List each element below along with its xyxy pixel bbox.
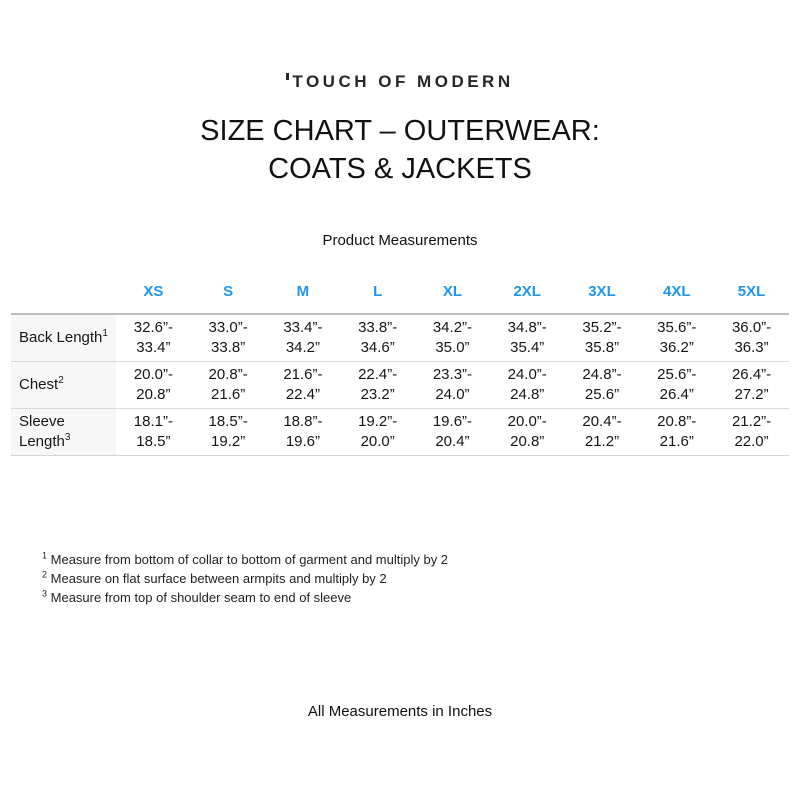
brand-logo: TOUCH OF MODERN: [0, 0, 800, 92]
footnote-superscript: 1: [42, 550, 48, 561]
measurement-cell: 20.0”- 20.8”: [116, 361, 191, 409]
footnote-2: 2 Measure on flat surface between armpit…: [42, 569, 800, 588]
size-column-header-l: L: [373, 283, 383, 300]
measurement-cell: 20.8”- 21.6”: [639, 408, 715, 456]
measurement-cell: 18.1”- 18.5”: [116, 408, 191, 456]
row-label-superscript: 3: [64, 432, 71, 443]
size-column-header-2xl: 2XL: [513, 283, 541, 300]
measurement-cell: 33.0”- 33.8”: [190, 313, 266, 362]
footnote-text: Measure on flat surface between armpits …: [50, 571, 387, 586]
row-label-text: Back Length: [19, 329, 103, 346]
measurement-cell: 32.6”- 33.4”: [116, 313, 191, 362]
row-label-chest: Chest2: [11, 361, 116, 409]
page-title-line2: COATS & JACKETS: [268, 153, 532, 185]
empty-corner-cell: [11, 265, 116, 314]
measurement-cell: 36.0”- 36.3”: [714, 313, 789, 362]
row-label-text: Chest: [19, 376, 59, 393]
measurement-cell: 25.6”- 26.4”: [639, 361, 715, 409]
measurement-cell: 21.2”- 22.0”: [714, 408, 789, 456]
logo-tick-icon: [286, 73, 290, 80]
footnote-text: Measure from bottom of collar to bottom …: [50, 552, 449, 567]
measurement-cell: 35.2”- 35.8”: [564, 313, 640, 362]
size-header-row: XS S M L XL 2XL 3XL 4XL 5XL: [11, 265, 789, 314]
size-column-header-xl: XL: [442, 283, 463, 300]
measurement-cell: 26.4”- 27.2”: [714, 361, 789, 409]
measurement-cell: 23.3”- 24.0”: [415, 361, 490, 409]
row-label-text: Sleeve Length: [19, 413, 65, 450]
units-note: All Measurements in Inches: [307, 703, 493, 720]
measurement-cell: 24.8”- 25.6”: [564, 361, 640, 409]
footnote-1: 1 Measure from bottom of collar to botto…: [42, 550, 800, 569]
row-label-superscript: 2: [58, 375, 64, 386]
row-label-superscript: 1: [102, 328, 108, 339]
measurement-cell: 20.4”- 21.2”: [564, 408, 640, 456]
table-row-back-length: Back Length1 32.6”- 33.4” 33.0”- 33.8” 3…: [11, 313, 789, 362]
page-title: SIZE CHART – OUTERWEAR: COATS & JACKETS: [0, 112, 800, 188]
measurement-cell: 24.0”- 24.8”: [489, 361, 565, 409]
table-row-chest: Chest2 20.0”- 20.8” 20.8”- 21.6” 21.6”- …: [11, 361, 789, 409]
footnote-3: 3 Measure from top of shoulder seam to e…: [42, 588, 800, 607]
brand-logo-text: TOUCH OF MODERN: [292, 72, 514, 91]
footnote-superscript: 3: [42, 588, 48, 599]
measurement-cell: 35.6”- 36.2”: [639, 313, 715, 362]
row-label-back-length: Back Length1: [11, 313, 116, 362]
size-column-header-m: M: [296, 283, 310, 300]
size-column-header-3xl: 3XL: [588, 283, 616, 300]
size-column-header-xs: XS: [143, 283, 164, 300]
table-subtitle: Product Measurements: [322, 232, 478, 249]
measurement-cell: 21.6”- 22.4”: [265, 361, 341, 409]
row-label-sleeve-length: Sleeve Length3: [11, 408, 116, 456]
measurement-cell: 34.8”- 35.4”: [489, 313, 565, 362]
footnotes: 1 Measure from bottom of collar to botto…: [42, 550, 800, 607]
measurement-cell: 34.2”- 35.0”: [415, 313, 490, 362]
measurement-cell: 20.0”- 20.8”: [489, 408, 565, 456]
size-column-header-4xl: 4XL: [662, 283, 691, 300]
footnote-text: Measure from top of shoulder seam to end…: [50, 590, 352, 605]
footnote-superscript: 2: [42, 569, 48, 580]
page-title-line1: SIZE CHART – OUTERWEAR:: [200, 115, 600, 147]
measurement-cell: 18.8”- 19.6”: [265, 408, 341, 456]
measurement-cell: 18.5”- 19.2”: [190, 408, 266, 456]
size-column-header-s: S: [223, 283, 234, 300]
measurement-cell: 22.4”- 23.2”: [340, 361, 416, 409]
measurement-cell: 19.2”- 20.0”: [340, 408, 416, 456]
measurement-cell: 19.6”- 20.4”: [415, 408, 490, 456]
size-column-header-5xl: 5XL: [737, 283, 766, 300]
size-chart-table: XS S M L XL 2XL 3XL 4XL 5XL Back Length1…: [11, 265, 789, 456]
measurement-cell: 33.4”- 34.2”: [265, 313, 341, 362]
measurement-cell: 33.8”- 34.6”: [340, 313, 416, 362]
table-row-sleeve-length: Sleeve Length3 18.1”- 18.5” 18.5”- 19.2”…: [11, 408, 789, 456]
measurement-cell: 20.8”- 21.6”: [190, 361, 266, 409]
